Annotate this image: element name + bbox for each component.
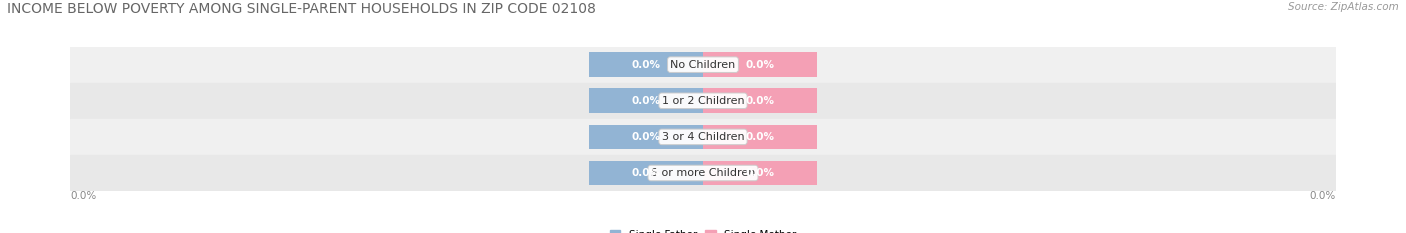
Text: 0.0%: 0.0% [745,96,775,106]
Bar [589,161,703,185]
Bar [703,52,817,77]
Bar [70,155,1336,191]
Bar [70,47,1336,83]
Bar [703,161,817,185]
Text: 1 or 2 Children: 1 or 2 Children [662,96,744,106]
Text: Source: ZipAtlas.com: Source: ZipAtlas.com [1288,2,1399,12]
Bar [703,89,817,113]
Text: 0.0%: 0.0% [1309,191,1336,201]
Legend: Single Father, Single Mother: Single Father, Single Mother [607,228,799,233]
Text: 0.0%: 0.0% [631,60,661,70]
Bar [589,89,703,113]
Text: 0.0%: 0.0% [745,60,775,70]
Bar [589,52,703,77]
Text: 0.0%: 0.0% [745,132,775,142]
Text: INCOME BELOW POVERTY AMONG SINGLE-PARENT HOUSEHOLDS IN ZIP CODE 02108: INCOME BELOW POVERTY AMONG SINGLE-PARENT… [7,2,596,16]
Text: 3 or 4 Children: 3 or 4 Children [662,132,744,142]
Text: 0.0%: 0.0% [631,96,661,106]
Text: 5 or more Children: 5 or more Children [651,168,755,178]
Text: 0.0%: 0.0% [70,191,97,201]
Bar [70,119,1336,155]
Bar [70,83,1336,119]
Bar [703,125,817,149]
Text: 0.0%: 0.0% [631,168,661,178]
Text: 0.0%: 0.0% [745,168,775,178]
Text: 0.0%: 0.0% [631,132,661,142]
Bar [589,125,703,149]
Text: No Children: No Children [671,60,735,70]
